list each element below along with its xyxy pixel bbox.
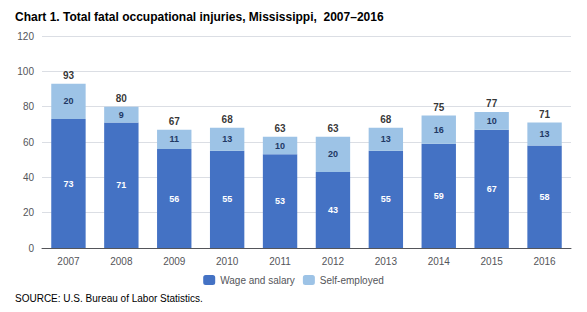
svg-text:75: 75: [433, 102, 445, 113]
svg-text:10: 10: [275, 141, 285, 151]
svg-text:43: 43: [328, 205, 338, 215]
svg-text:13: 13: [222, 134, 232, 144]
svg-text:20: 20: [328, 149, 338, 159]
svg-text:20: 20: [63, 96, 73, 106]
svg-text:55: 55: [222, 194, 232, 204]
svg-text:2007: 2007: [57, 256, 80, 267]
svg-text:16: 16: [434, 125, 444, 135]
svg-text:120: 120: [17, 31, 34, 42]
svg-text:63: 63: [274, 123, 286, 134]
svg-text:67: 67: [169, 116, 181, 127]
svg-text:68: 68: [222, 114, 234, 125]
svg-text:2008: 2008: [110, 256, 133, 267]
svg-text:20: 20: [23, 207, 35, 218]
svg-text:67: 67: [487, 184, 497, 194]
svg-text:Self-employed: Self-employed: [320, 275, 384, 286]
svg-text:2016: 2016: [533, 256, 556, 267]
svg-text:58: 58: [540, 192, 550, 202]
svg-text:40: 40: [23, 172, 35, 183]
svg-text:77: 77: [486, 98, 498, 109]
svg-text:55: 55: [381, 194, 391, 204]
svg-text:59: 59: [434, 191, 444, 201]
svg-text:2015: 2015: [481, 256, 504, 267]
svg-text:Chart 1. Total fatal occupatio: Chart 1. Total fatal occupational injuri…: [15, 10, 384, 24]
svg-text:93: 93: [63, 70, 75, 81]
svg-text:80: 80: [23, 101, 35, 112]
svg-text:10: 10: [487, 116, 497, 126]
svg-text:9: 9: [119, 110, 124, 120]
svg-text:71: 71: [539, 109, 551, 120]
svg-text:53: 53: [275, 196, 285, 206]
svg-text:100: 100: [17, 66, 34, 77]
svg-text:63: 63: [327, 123, 339, 134]
svg-text:68: 68: [380, 114, 392, 125]
svg-text:13: 13: [540, 129, 550, 139]
svg-text:2013: 2013: [375, 256, 398, 267]
svg-text:13: 13: [381, 134, 391, 144]
svg-text:73: 73: [63, 179, 73, 189]
svg-text:71: 71: [116, 180, 126, 190]
svg-text:2012: 2012: [322, 256, 345, 267]
svg-text:60: 60: [23, 137, 35, 148]
svg-text:2009: 2009: [163, 256, 186, 267]
svg-text:2014: 2014: [428, 256, 451, 267]
svg-text:56: 56: [169, 194, 179, 204]
svg-text:Wage and salary: Wage and salary: [220, 275, 295, 286]
svg-text:2011: 2011: [269, 256, 291, 267]
svg-text:2010: 2010: [216, 256, 239, 267]
svg-text:11: 11: [169, 134, 179, 144]
svg-text:80: 80: [116, 93, 128, 104]
svg-text:0: 0: [28, 243, 34, 254]
svg-text:SOURCE: U.S. Bureau of Labor S: SOURCE: U.S. Bureau of Labor Statistics.: [15, 293, 203, 304]
